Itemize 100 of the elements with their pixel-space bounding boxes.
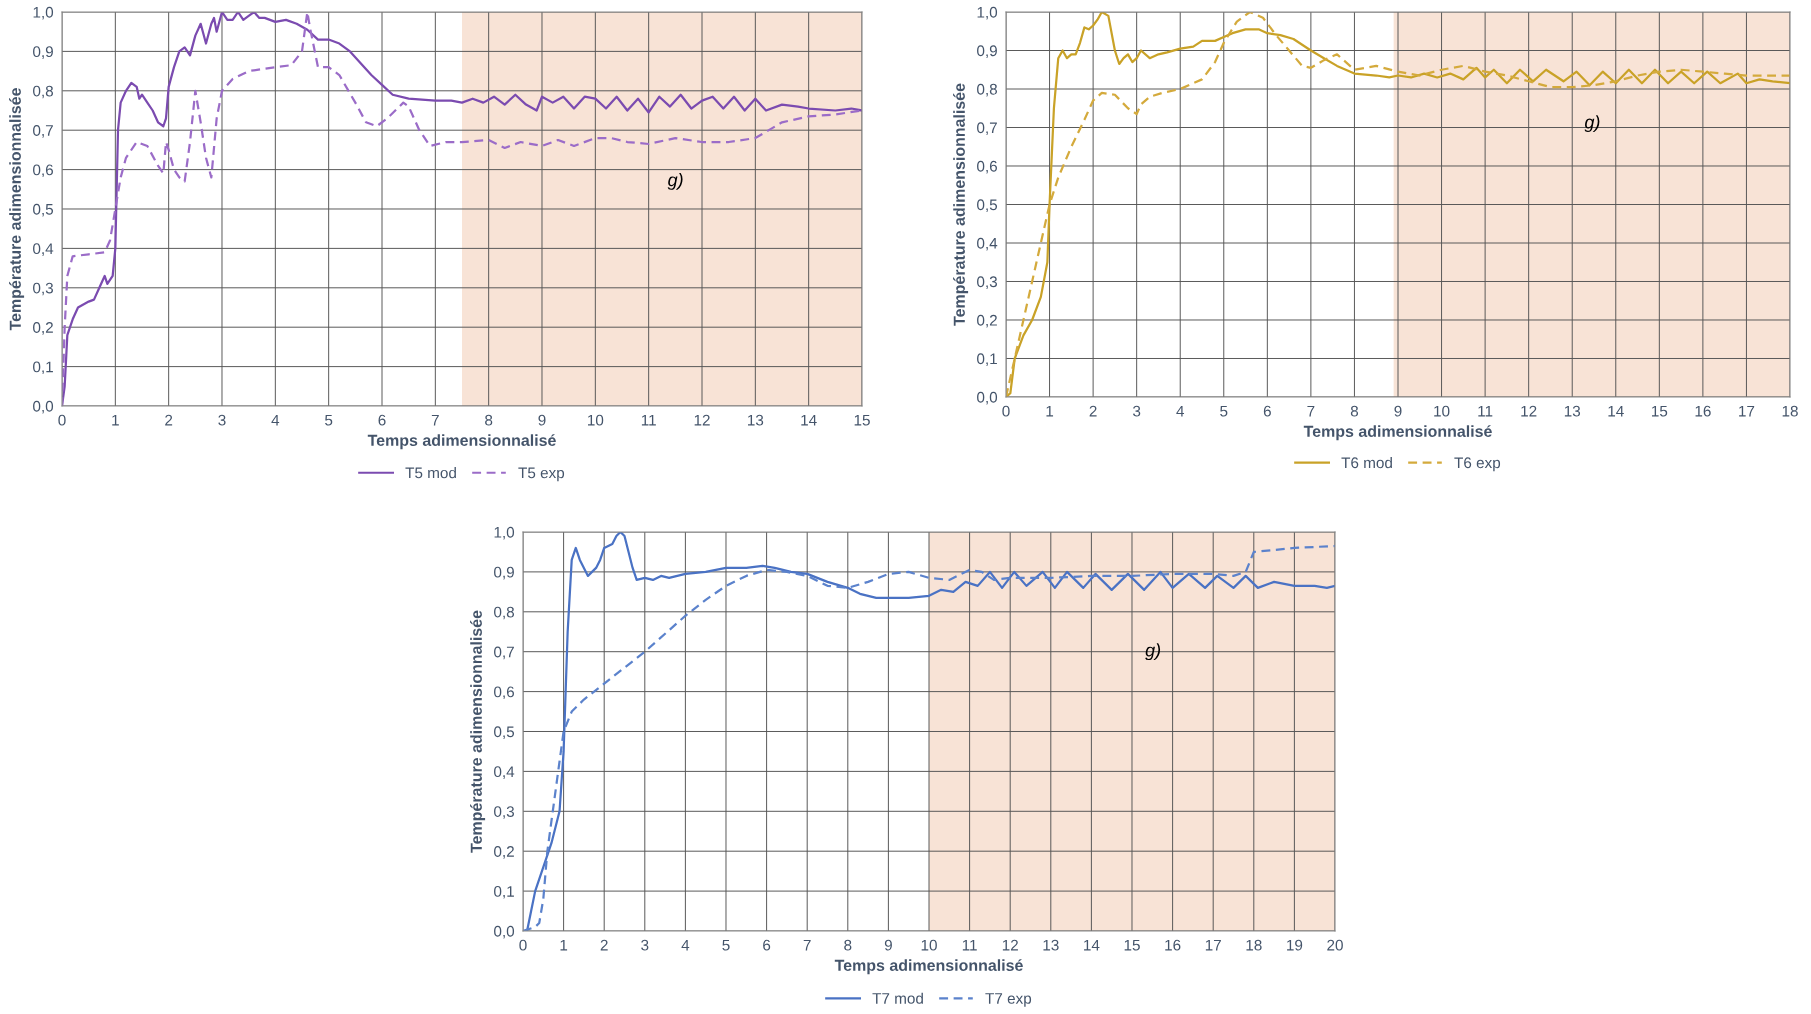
x-tick-label: 12 — [1521, 405, 1537, 417]
y-tick-label: 0,4 — [494, 766, 515, 779]
y-tick-label: 0,5 — [33, 203, 54, 217]
y-tick-label: 0,2 — [33, 322, 53, 335]
line-series — [1006, 12, 1790, 397]
x-tick-label: 8 — [485, 414, 493, 426]
y-tick-label: 0,2 — [494, 846, 514, 859]
y-tick-label: 0,3 — [33, 282, 53, 296]
x-tick-label: 12 — [1002, 939, 1018, 951]
x-tick-label: 8 — [844, 939, 852, 951]
y-tick-label: 0,6 — [494, 686, 514, 700]
y-tick-label: 0,3 — [977, 276, 997, 289]
x-tick-label: 4 — [1176, 405, 1185, 417]
x-tick-label: 2 — [165, 414, 173, 426]
y-tick-label: 1,0 — [977, 6, 998, 20]
x-tick-label: 10 — [1434, 405, 1450, 417]
y-tick-label: 0,8 — [33, 85, 53, 99]
y-tick-label: 1,0 — [494, 526, 515, 540]
y-tick-label: 0,7 — [977, 122, 997, 135]
legend-label: T6 exp — [1454, 457, 1501, 472]
y-tick-label: 0,1 — [494, 885, 514, 899]
x-axis-title: Temps adimensionnalisé — [367, 434, 556, 450]
y-tick-label: 0,5 — [494, 726, 515, 739]
x-tick-label: 15 — [1652, 405, 1668, 417]
x-tick-label: 18 — [1782, 405, 1798, 417]
line-series — [62, 12, 862, 406]
y-tick-label: 0,9 — [977, 45, 997, 58]
x-tick-label: 14 — [801, 414, 817, 426]
x-tick-label: 4 — [271, 414, 280, 426]
annotation: g) — [667, 173, 683, 190]
y-tick-label: 0,3 — [494, 806, 514, 819]
y-tick-label: 0,5 — [977, 199, 998, 212]
x-tick-label: 9 — [884, 939, 892, 951]
annotation: g) — [1145, 643, 1161, 661]
legend-label: T5 mod — [405, 467, 456, 479]
x-tick-label: 13 — [1043, 939, 1059, 951]
y-tick-label: 0,7 — [494, 646, 514, 660]
y-tick-label: 0,2 — [977, 314, 997, 328]
y-tick-label: 0,4 — [977, 237, 998, 251]
x-tick-label: 6 — [763, 939, 771, 951]
x-tick-label: 10 — [921, 939, 937, 951]
x-tick-label: 12 — [694, 414, 710, 426]
y-tick-label: 0,0 — [33, 400, 54, 414]
x-tick-label: 2 — [1089, 405, 1097, 417]
legend-label: T5 exp — [518, 467, 565, 482]
x-tick-label: 3 — [641, 939, 649, 951]
y-tick-label: 0,0 — [977, 391, 998, 405]
x-tick-label: 13 — [748, 414, 764, 426]
x-tick-label: 15 — [854, 414, 870, 426]
legend-label: T7 exp — [985, 993, 1032, 1007]
x-tick-label: 0 — [1002, 405, 1010, 417]
x-tick-label: 4 — [681, 939, 690, 951]
x-tick-label: 15 — [1124, 939, 1140, 951]
x-tick-label: 3 — [218, 414, 226, 426]
y-axis-title: Température adimensionnalisée — [470, 610, 486, 853]
x-tick-label: 20 — [1327, 939, 1343, 951]
x-tick-label: 13 — [1564, 405, 1581, 417]
x-tick-label: 11 — [641, 414, 656, 426]
y-tick-label: 0,0 — [494, 925, 515, 939]
x-tick-label: 14 — [1084, 939, 1100, 951]
y-tick-label: 0,6 — [33, 164, 53, 178]
x-tick-label: 14 — [1608, 405, 1624, 417]
y-axis-title: Température adimensionnalisée — [953, 83, 969, 326]
x-axis-title: Temps adimensionnalisé — [834, 959, 1023, 975]
x-tick-label: 6 — [378, 414, 386, 426]
y-tick-label: 0,7 — [33, 125, 53, 138]
legend-label: T6 mod — [1341, 456, 1392, 469]
x-tick-label: 7 — [803, 939, 811, 951]
y-axis-title: Température adimensionnalisée — [9, 88, 25, 331]
x-tick-label: 8 — [1350, 405, 1359, 417]
x-tick-label: 10 — [588, 414, 604, 426]
x-tick-label: 7 — [431, 414, 439, 426]
legend-label: T7 mod — [872, 992, 923, 1004]
y-tick-label: 0,4 — [33, 243, 54, 256]
x-tick-label: 11 — [1478, 405, 1493, 417]
x-tick-label: 9 — [538, 414, 546, 426]
x-tick-label: 18 — [1246, 939, 1262, 951]
x-tick-label: 17 — [1739, 405, 1755, 417]
x-tick-label: 0 — [58, 414, 66, 426]
y-tick-label: 0,6 — [977, 160, 997, 174]
y-tick-label: 0,1 — [33, 361, 53, 375]
x-axis-title: Temps adimensionnalisé — [1303, 425, 1492, 441]
x-tick-label: 6 — [1263, 405, 1271, 417]
x-tick-label: 1 — [112, 414, 119, 426]
x-tick-label: 17 — [1205, 939, 1221, 951]
y-tick-label: 1,0 — [33, 6, 54, 20]
x-tick-label: 16 — [1695, 405, 1711, 417]
x-tick-label: 3 — [1133, 405, 1141, 417]
x-tick-label: 0 — [519, 939, 527, 951]
y-tick-label: 0,8 — [494, 606, 514, 620]
y-tick-label: 0,9 — [33, 46, 53, 59]
x-tick-label: 19 — [1287, 939, 1303, 951]
x-tick-label: 7 — [1307, 405, 1315, 417]
x-tick-label: 5 — [722, 939, 730, 951]
y-tick-label: 0,1 — [977, 353, 997, 366]
x-tick-label: 9 — [1394, 405, 1402, 417]
y-tick-label: 0,9 — [494, 566, 514, 580]
x-tick-label: 11 — [962, 939, 977, 951]
x-tick-label: 16 — [1165, 939, 1181, 951]
x-tick-label: 5 — [1220, 405, 1228, 417]
